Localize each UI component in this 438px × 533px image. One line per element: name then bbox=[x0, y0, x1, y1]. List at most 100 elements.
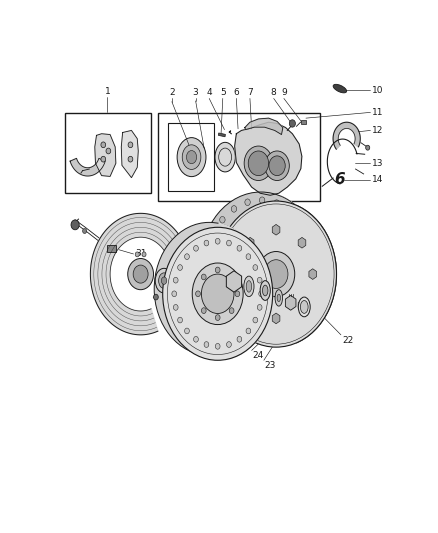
Ellipse shape bbox=[300, 301, 308, 313]
Polygon shape bbox=[282, 197, 336, 343]
Text: 7: 7 bbox=[247, 88, 253, 97]
Circle shape bbox=[229, 308, 234, 313]
Circle shape bbox=[237, 336, 242, 342]
Circle shape bbox=[281, 227, 292, 240]
Text: 14: 14 bbox=[372, 175, 384, 184]
Circle shape bbox=[162, 227, 273, 360]
Text: 25: 25 bbox=[234, 342, 246, 351]
Circle shape bbox=[242, 243, 279, 288]
Text: 3: 3 bbox=[193, 88, 198, 97]
Ellipse shape bbox=[333, 84, 346, 93]
Circle shape bbox=[246, 254, 251, 260]
Text: 18: 18 bbox=[244, 285, 256, 294]
Circle shape bbox=[265, 326, 270, 333]
Ellipse shape bbox=[161, 277, 167, 284]
Ellipse shape bbox=[260, 281, 270, 301]
Polygon shape bbox=[235, 122, 302, 195]
Circle shape bbox=[265, 151, 290, 181]
Text: 16: 16 bbox=[201, 261, 212, 270]
Circle shape bbox=[245, 199, 250, 206]
Text: 20: 20 bbox=[281, 316, 292, 325]
Bar bbox=[300, 120, 306, 124]
Circle shape bbox=[236, 321, 241, 327]
Polygon shape bbox=[219, 223, 273, 359]
Text: 17: 17 bbox=[237, 265, 249, 273]
Circle shape bbox=[248, 151, 268, 175]
Circle shape bbox=[231, 206, 237, 212]
Circle shape bbox=[194, 336, 198, 342]
Bar bbox=[65, 113, 152, 193]
Circle shape bbox=[101, 156, 106, 162]
Circle shape bbox=[235, 291, 240, 297]
Circle shape bbox=[196, 291, 200, 297]
Text: 24: 24 bbox=[252, 351, 264, 360]
Text: 28: 28 bbox=[162, 298, 173, 307]
Circle shape bbox=[269, 156, 285, 175]
Ellipse shape bbox=[182, 145, 201, 169]
Circle shape bbox=[83, 229, 87, 233]
Circle shape bbox=[173, 304, 178, 310]
Circle shape bbox=[292, 312, 297, 319]
Circle shape bbox=[366, 145, 370, 150]
Ellipse shape bbox=[244, 276, 254, 297]
Text: 12: 12 bbox=[372, 126, 384, 135]
Bar bbox=[107, 245, 116, 252]
Circle shape bbox=[279, 321, 284, 328]
Text: 2: 2 bbox=[169, 88, 175, 97]
Circle shape bbox=[226, 342, 231, 348]
Polygon shape bbox=[95, 134, 116, 176]
Text: 21: 21 bbox=[297, 328, 308, 337]
Circle shape bbox=[194, 245, 198, 251]
Circle shape bbox=[211, 231, 216, 237]
Ellipse shape bbox=[215, 142, 235, 172]
Circle shape bbox=[253, 265, 258, 270]
Ellipse shape bbox=[262, 285, 268, 296]
Polygon shape bbox=[90, 213, 184, 335]
Circle shape bbox=[250, 326, 255, 333]
Text: 22: 22 bbox=[342, 336, 353, 345]
Ellipse shape bbox=[246, 281, 251, 292]
Text: 27: 27 bbox=[186, 310, 197, 319]
Circle shape bbox=[215, 238, 220, 244]
Circle shape bbox=[206, 247, 211, 254]
Ellipse shape bbox=[285, 316, 292, 321]
Text: 9: 9 bbox=[281, 88, 287, 97]
Circle shape bbox=[71, 220, 79, 230]
Circle shape bbox=[274, 200, 279, 206]
Circle shape bbox=[204, 240, 209, 246]
Circle shape bbox=[308, 284, 314, 290]
Circle shape bbox=[292, 259, 303, 272]
Text: 19: 19 bbox=[265, 304, 276, 313]
Circle shape bbox=[201, 308, 206, 313]
Circle shape bbox=[201, 274, 234, 313]
Circle shape bbox=[214, 298, 219, 305]
Text: 31: 31 bbox=[135, 249, 146, 259]
Circle shape bbox=[226, 240, 231, 246]
Text: 5: 5 bbox=[220, 88, 226, 97]
Text: 15: 15 bbox=[190, 245, 201, 254]
Circle shape bbox=[178, 317, 183, 323]
Circle shape bbox=[302, 300, 307, 306]
Circle shape bbox=[259, 291, 264, 297]
Text: 1: 1 bbox=[105, 86, 110, 95]
Text: 6: 6 bbox=[335, 172, 345, 187]
Circle shape bbox=[215, 201, 336, 347]
Ellipse shape bbox=[155, 268, 173, 293]
Circle shape bbox=[229, 274, 234, 280]
Circle shape bbox=[172, 291, 177, 297]
Ellipse shape bbox=[159, 273, 170, 288]
Circle shape bbox=[237, 245, 242, 251]
Circle shape bbox=[258, 252, 295, 297]
Circle shape bbox=[224, 311, 229, 318]
Circle shape bbox=[259, 197, 265, 204]
Text: 4: 4 bbox=[206, 88, 212, 97]
Circle shape bbox=[257, 277, 262, 283]
Circle shape bbox=[192, 263, 243, 325]
Text: 26: 26 bbox=[197, 325, 208, 334]
Text: 23: 23 bbox=[264, 361, 276, 370]
Circle shape bbox=[128, 259, 154, 290]
Circle shape bbox=[135, 252, 139, 257]
Bar bbox=[169, 124, 214, 191]
Text: 13: 13 bbox=[372, 159, 384, 168]
Circle shape bbox=[200, 192, 321, 338]
